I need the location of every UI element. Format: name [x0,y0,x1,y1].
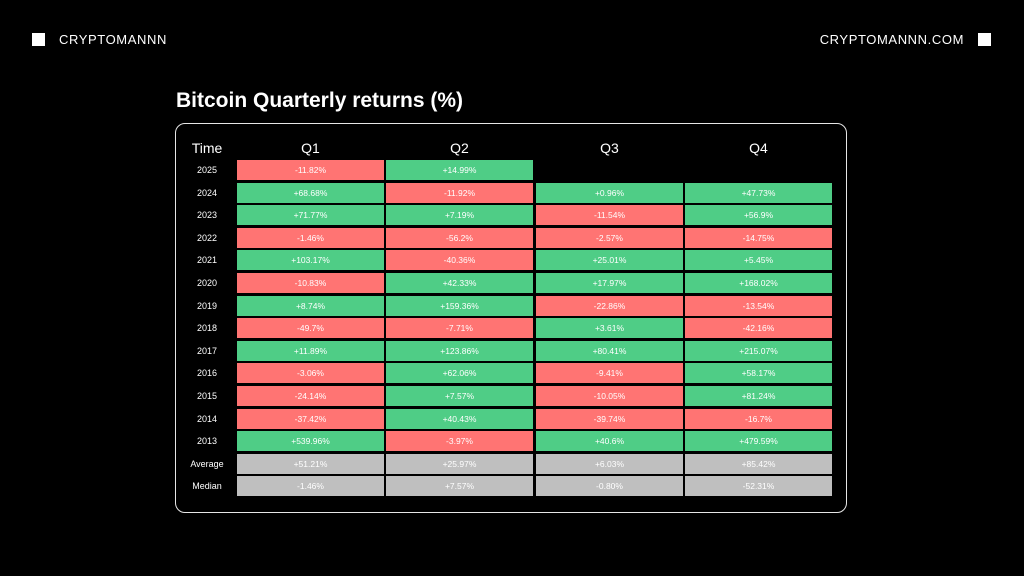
table-cell: -9.41% [536,363,683,384]
table-cell: +42.33% [386,273,533,293]
table-cell: +159.36% [386,295,533,316]
table-cell: -14.75% [685,227,832,248]
square-icon [978,33,991,46]
table-panel [175,123,847,513]
table-cell: -0.80% [536,476,683,497]
table-cell: -52.31% [685,476,832,497]
table-cell: -16.7% [685,408,832,429]
column-header-q2: Q2 [450,140,469,156]
table-cell: +85.42% [685,453,832,474]
row-label: 2022 [196,232,218,243]
row-label: 2015 [196,391,218,401]
row-label: 2018 [196,323,218,334]
table-cell: -3.06% [237,363,384,384]
table-cell: +71.77% [237,205,384,226]
row-label: Average [190,458,224,469]
table-cell: +40.43% [386,408,533,429]
table-cell: +80.41% [536,340,683,361]
table-cell: +14.99% [386,160,533,180]
table-cell: -49.7% [237,318,384,339]
column-header-q3: Q3 [600,140,619,156]
table-cell: -3.97% [386,431,533,452]
chart-title: Bitcoin Quarterly returns (%) [176,89,464,112]
row-label: 2019 [196,300,218,311]
brand-left: CRYPTOMANNN [32,32,167,47]
table-cell: -7.71% [386,318,533,339]
brand-right-label: CRYPTOMANNN.COM [819,32,964,47]
row-label: 2016 [196,368,218,379]
table-cell: -40.36% [386,250,533,271]
table-cell: +0.96% [536,182,683,203]
table-cell: +123.86% [386,340,533,361]
table-cell: +215.07% [685,340,832,361]
table-cell: +62.06% [386,363,533,384]
table-cell: +103.17% [237,250,384,271]
table-cell: -10.05% [536,386,683,406]
table-cell: +68.68% [237,182,384,203]
table-cell: +25.97% [386,453,533,474]
row-label: 2023 [196,210,218,221]
row-label: 2024 [196,187,218,198]
row-label: Median [192,481,222,492]
row-label: 2021 [196,255,218,266]
table-cell: -11.54% [536,205,683,226]
table-cell: -37.42% [237,408,384,429]
table-cell: +51.21% [237,453,384,474]
table-cell: +7.57% [386,386,533,406]
table-cell: +6.03% [536,453,683,474]
table-cell: -24.14% [237,386,384,406]
table-cell: -10.83% [237,273,384,293]
row-label: 2017 [196,345,218,356]
table-cell: +3.61% [536,318,683,339]
table-cell: +40.6% [536,431,683,452]
column-header-q4: Q4 [749,140,768,156]
table-cell: +25.01% [536,250,683,271]
table-cell: +81.24% [685,386,832,406]
table-cell: -1.46% [237,476,384,497]
table-cell: +11.89% [237,340,384,361]
brand-left-label: CRYPTOMANNN [59,32,167,47]
table-cell: -39.74% [536,408,683,429]
brand-right: CRYPTOMANNN.COM [820,32,991,47]
table-cell: +7.57% [386,476,533,497]
table-cell: -2.57% [536,227,683,248]
column-header-q1: Q1 [301,140,320,156]
table-cell: +58.17% [685,363,832,384]
row-header: Time [191,140,223,156]
row-label: 2020 [196,278,218,288]
table-cell: -13.54% [685,295,832,316]
table-cell: +7.19% [386,205,533,226]
row-label: 2013 [196,436,218,447]
table-cell: +479.59% [685,431,832,452]
row-label: 2014 [196,413,218,424]
table-cell: -56.2% [386,227,533,248]
table-cell: -11.92% [386,182,533,203]
square-icon [32,33,45,46]
table-cell: +5.45% [685,250,832,271]
table-cell: +539.96% [237,431,384,452]
table-cell: -1.46% [237,227,384,248]
table-cell: +8.74% [237,295,384,316]
table-cell: +47.73% [685,182,832,203]
table-cell: +168.02% [685,273,832,293]
table-cell: +56.9% [685,205,832,226]
table-cell: -42.16% [685,318,832,339]
row-label: 2025 [196,165,218,175]
table-cell: -22.86% [536,295,683,316]
table-cell: -11.82% [237,160,384,180]
table-cell: +17.97% [536,273,683,293]
